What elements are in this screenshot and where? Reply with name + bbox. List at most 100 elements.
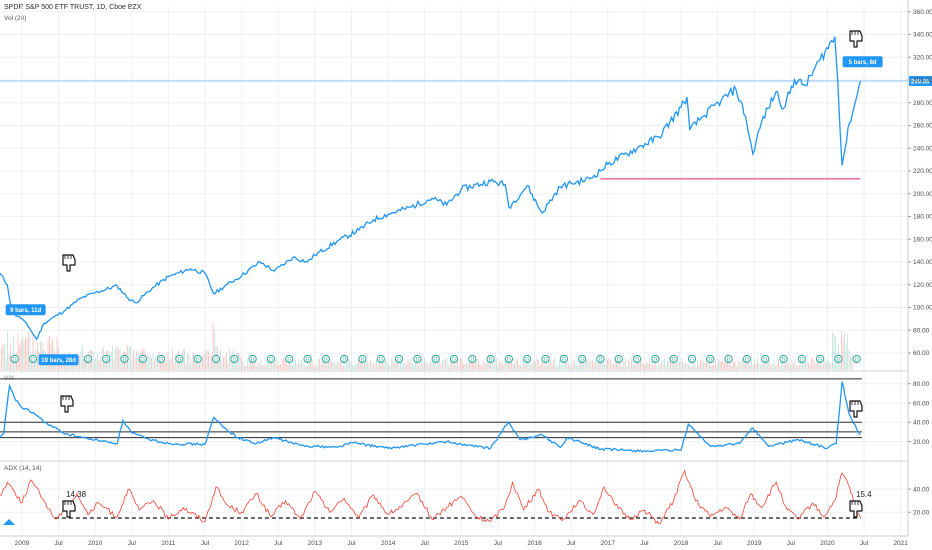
pointing-hand-icon bbox=[62, 396, 70, 400]
volume-bar bbox=[85, 357, 86, 370]
x-tick-label: Jul bbox=[54, 540, 63, 547]
volume-bar bbox=[784, 365, 785, 370]
volume-bar bbox=[601, 358, 602, 370]
dividend-marker bbox=[394, 354, 404, 364]
volume-bar bbox=[587, 359, 589, 370]
volume-bar bbox=[481, 365, 482, 370]
volume-bar bbox=[815, 358, 817, 370]
volume-bar bbox=[536, 358, 538, 370]
volume-bar bbox=[500, 361, 502, 370]
dividend-marker-label: D bbox=[287, 357, 291, 363]
x-tick-label: 2019 bbox=[747, 540, 762, 547]
volume-bar bbox=[842, 337, 844, 370]
volume-bar bbox=[344, 363, 346, 370]
volume-bar bbox=[314, 364, 316, 370]
volume-bar bbox=[353, 365, 355, 370]
volume-bar bbox=[350, 361, 352, 370]
volume-bar bbox=[334, 362, 335, 370]
volume-bar bbox=[626, 366, 628, 370]
volume-bar bbox=[811, 357, 812, 370]
volume-bar bbox=[130, 346, 131, 370]
volume-bar bbox=[700, 359, 701, 370]
volume-bar bbox=[449, 360, 451, 370]
volume-bar bbox=[259, 364, 260, 370]
volume-bar bbox=[13, 336, 14, 370]
volume-bar bbox=[671, 362, 673, 370]
volume-bar bbox=[613, 363, 614, 370]
volume-bar bbox=[632, 360, 634, 370]
volume-bar bbox=[421, 358, 422, 370]
volume-bar bbox=[569, 363, 571, 370]
volume-bar bbox=[176, 359, 178, 370]
volume-bar bbox=[740, 360, 742, 370]
volume-bar bbox=[61, 361, 62, 370]
volume-bar bbox=[776, 364, 778, 370]
volume-bar bbox=[749, 365, 751, 370]
dividend-marker bbox=[358, 354, 367, 364]
volume-bar bbox=[352, 365, 353, 370]
volume-bar bbox=[571, 366, 572, 370]
volume-bar bbox=[329, 361, 331, 370]
volume-bar bbox=[595, 358, 596, 370]
volume-bar bbox=[802, 362, 803, 370]
series-lines bbox=[0, 36, 862, 525]
volume-bar bbox=[631, 358, 632, 370]
volume-bar bbox=[781, 359, 782, 370]
volume-bar bbox=[95, 358, 97, 370]
volume-bar bbox=[287, 365, 289, 370]
volume-bar bbox=[266, 359, 268, 370]
volume-bar bbox=[508, 362, 509, 370]
volume-bar bbox=[548, 358, 550, 370]
volume-bar bbox=[260, 359, 262, 370]
dividend-marker bbox=[632, 354, 642, 364]
volume-bar bbox=[661, 363, 662, 370]
volume-bar bbox=[97, 353, 98, 370]
volume-bar bbox=[253, 364, 254, 370]
volume-bar bbox=[292, 365, 293, 370]
bars-range-box bbox=[38, 354, 79, 366]
volume-bar bbox=[283, 357, 284, 370]
volume-bar bbox=[487, 359, 488, 370]
dividend-marker-label: D bbox=[470, 357, 474, 363]
volume-bar bbox=[677, 362, 679, 370]
volume-bar bbox=[542, 359, 544, 370]
volume-bar bbox=[812, 358, 814, 370]
volume-bar bbox=[317, 358, 319, 370]
volume-bar bbox=[820, 359, 821, 370]
volume-bar bbox=[625, 358, 626, 370]
volume-bar bbox=[199, 363, 200, 370]
volume-bar bbox=[376, 359, 377, 370]
volume-bar bbox=[19, 345, 20, 370]
volume-bar bbox=[361, 362, 362, 370]
dividend-marker bbox=[285, 354, 294, 364]
volume-bar bbox=[608, 357, 610, 370]
x-tick-label: 2014 bbox=[381, 540, 396, 547]
volume-bar bbox=[239, 356, 241, 370]
volume-bar bbox=[343, 366, 344, 370]
volume-bar bbox=[49, 335, 50, 370]
volume-bar bbox=[581, 360, 583, 370]
volume-bar bbox=[497, 365, 499, 370]
volume-bar bbox=[146, 354, 148, 370]
volume-bar bbox=[355, 364, 356, 370]
volume-bar bbox=[439, 361, 440, 370]
volume-bar bbox=[670, 360, 671, 370]
volume-bar bbox=[830, 363, 832, 370]
dividend-marker bbox=[266, 354, 276, 364]
volume-bar bbox=[83, 356, 85, 370]
volume-bar bbox=[220, 349, 221, 370]
volume-bar bbox=[691, 366, 692, 370]
volume-bar bbox=[823, 364, 824, 370]
volume-bar bbox=[575, 362, 577, 370]
volume-bar bbox=[565, 362, 566, 370]
y-tick-label: 60.00 bbox=[913, 400, 930, 407]
volume-bar bbox=[337, 361, 338, 370]
volume-bar bbox=[395, 361, 397, 370]
volume-bar bbox=[589, 361, 590, 370]
adx-label: 14.38 bbox=[66, 490, 87, 499]
volume-bar bbox=[410, 357, 412, 370]
volume-bar bbox=[707, 362, 709, 370]
volume-bar bbox=[443, 359, 445, 370]
volume-legend: Vol (20) bbox=[4, 15, 27, 22]
